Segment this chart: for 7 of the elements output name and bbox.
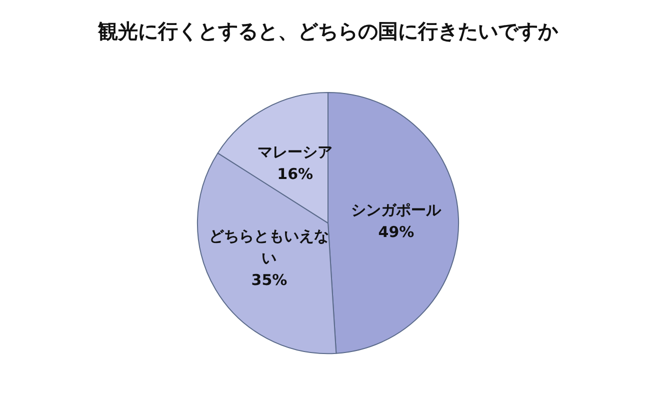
data-label: 16% [277,165,314,184]
slice-label: シンガポール [351,200,442,219]
slice-label: どちらともいえない [209,226,330,267]
data-label: 49% [378,222,414,241]
data-label: 35% [251,270,288,289]
chart-title: 観光に行くとすると、どちらの国に行きたいですか [97,19,559,43]
slice-label: マレーシア [258,143,333,162]
